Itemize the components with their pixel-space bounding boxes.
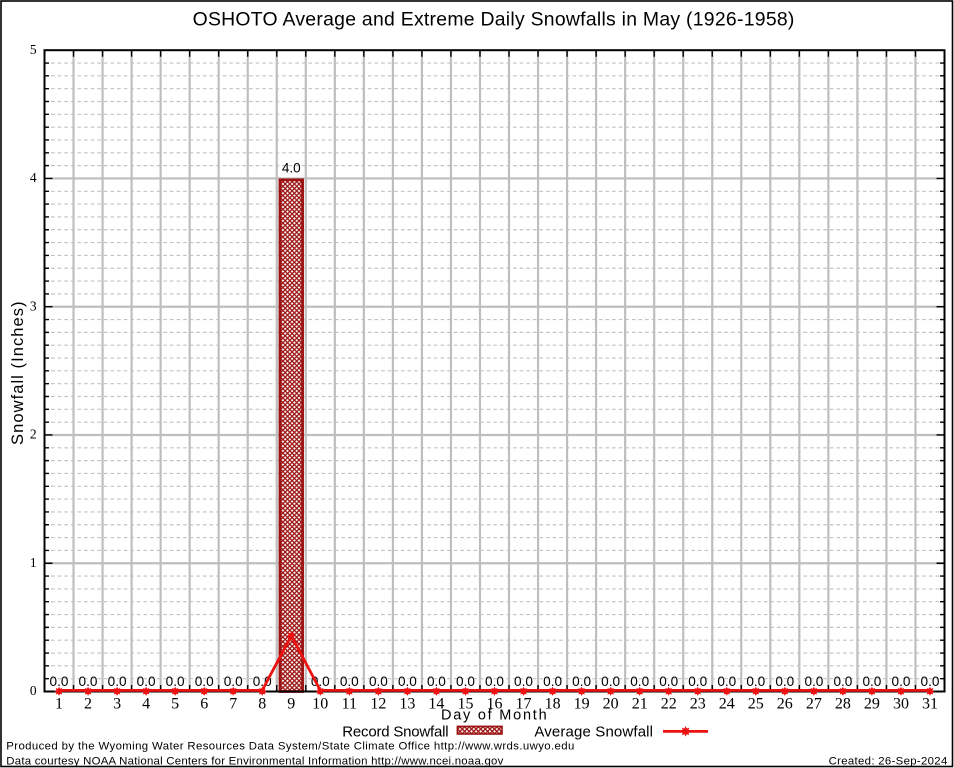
svg-text:4.0: 4.0 bbox=[282, 160, 301, 175]
svg-text:Produced by the Wyoming Water: Produced by the Wyoming Water Resources … bbox=[6, 741, 574, 753]
svg-text:0.0: 0.0 bbox=[659, 674, 678, 689]
svg-text:0.0: 0.0 bbox=[427, 674, 446, 689]
svg-text:26: 26 bbox=[777, 696, 793, 713]
svg-text:15: 15 bbox=[458, 696, 474, 713]
svg-text:0.0: 0.0 bbox=[311, 674, 330, 689]
svg-text:0.0: 0.0 bbox=[340, 674, 359, 689]
svg-text:Record Snowfall: Record Snowfall bbox=[342, 724, 448, 741]
svg-text:0.0: 0.0 bbox=[921, 674, 940, 689]
svg-text:12: 12 bbox=[370, 696, 386, 713]
svg-text:0.0: 0.0 bbox=[253, 674, 272, 689]
svg-text:14: 14 bbox=[428, 696, 444, 713]
svg-text:8: 8 bbox=[258, 696, 266, 713]
svg-text:0.0: 0.0 bbox=[79, 674, 98, 689]
svg-text:Day of Month: Day of Month bbox=[441, 707, 547, 723]
svg-text:13: 13 bbox=[399, 696, 415, 713]
svg-text:0.0: 0.0 bbox=[775, 674, 794, 689]
svg-text:11: 11 bbox=[342, 696, 357, 713]
svg-text:0.0: 0.0 bbox=[224, 674, 243, 689]
svg-text:0.0: 0.0 bbox=[166, 674, 185, 689]
svg-text:2: 2 bbox=[30, 427, 37, 442]
svg-text:7: 7 bbox=[229, 696, 237, 713]
svg-text:0.0: 0.0 bbox=[543, 674, 562, 689]
svg-text:1: 1 bbox=[30, 555, 37, 570]
svg-text:Average Snowfall: Average Snowfall bbox=[534, 724, 653, 741]
svg-text:0.0: 0.0 bbox=[398, 674, 417, 689]
svg-text:0.0: 0.0 bbox=[514, 674, 533, 689]
svg-text:28: 28 bbox=[835, 696, 851, 713]
svg-text:22: 22 bbox=[661, 696, 677, 713]
svg-text:0.0: 0.0 bbox=[456, 674, 475, 689]
svg-text:0.0: 0.0 bbox=[804, 674, 823, 689]
svg-text:4: 4 bbox=[30, 170, 37, 185]
svg-text:0.0: 0.0 bbox=[688, 674, 707, 689]
svg-text:29: 29 bbox=[864, 696, 880, 713]
svg-text:24: 24 bbox=[719, 696, 735, 713]
svg-text:0.0: 0.0 bbox=[862, 674, 881, 689]
svg-text:10: 10 bbox=[312, 696, 328, 713]
svg-text:5: 5 bbox=[171, 696, 179, 713]
svg-text:0.0: 0.0 bbox=[717, 674, 736, 689]
svg-text:Created: 26-Sep-2024: Created: 26-Sep-2024 bbox=[829, 756, 948, 768]
svg-text:0.0: 0.0 bbox=[195, 674, 214, 689]
svg-text:0.0: 0.0 bbox=[833, 674, 852, 689]
svg-text:3: 3 bbox=[113, 696, 121, 713]
svg-text:25: 25 bbox=[748, 696, 764, 713]
svg-text:0.0: 0.0 bbox=[746, 674, 765, 689]
svg-text:0.0: 0.0 bbox=[485, 674, 504, 689]
svg-text:0.0: 0.0 bbox=[630, 674, 649, 689]
svg-text:27: 27 bbox=[806, 696, 822, 713]
svg-text:Snowfall (Inches): Snowfall (Inches) bbox=[9, 301, 27, 445]
svg-text:9: 9 bbox=[287, 696, 295, 713]
svg-text:4: 4 bbox=[142, 696, 150, 713]
svg-text:31: 31 bbox=[922, 696, 938, 713]
svg-text:1: 1 bbox=[55, 696, 63, 713]
svg-text:2: 2 bbox=[84, 696, 92, 713]
svg-text:17: 17 bbox=[516, 696, 532, 713]
svg-text:19: 19 bbox=[574, 696, 590, 713]
svg-text:0.0: 0.0 bbox=[601, 674, 620, 689]
svg-text:0.0: 0.0 bbox=[137, 674, 156, 689]
svg-text:0.0: 0.0 bbox=[892, 674, 911, 689]
svg-text:5: 5 bbox=[30, 42, 37, 57]
svg-text:18: 18 bbox=[545, 696, 561, 713]
svg-text:16: 16 bbox=[487, 696, 503, 713]
svg-text:0.0: 0.0 bbox=[108, 674, 127, 689]
svg-text:OSHOTO Average and Extreme Dai: OSHOTO Average and Extreme Daily Snowfal… bbox=[193, 9, 795, 31]
svg-text:30: 30 bbox=[893, 696, 909, 713]
svg-text:0.0: 0.0 bbox=[50, 674, 69, 689]
svg-text:21: 21 bbox=[632, 696, 648, 713]
svg-text:0.0: 0.0 bbox=[369, 674, 388, 689]
svg-text:0.0: 0.0 bbox=[572, 674, 591, 689]
svg-text:6: 6 bbox=[200, 696, 208, 713]
svg-text:Data courtesy NOAA National Ce: Data courtesy NOAA National Centers for … bbox=[6, 756, 503, 768]
svg-text:23: 23 bbox=[690, 696, 706, 713]
svg-text:0: 0 bbox=[30, 683, 37, 698]
svg-text:20: 20 bbox=[603, 696, 619, 713]
svg-text:3: 3 bbox=[30, 298, 37, 313]
